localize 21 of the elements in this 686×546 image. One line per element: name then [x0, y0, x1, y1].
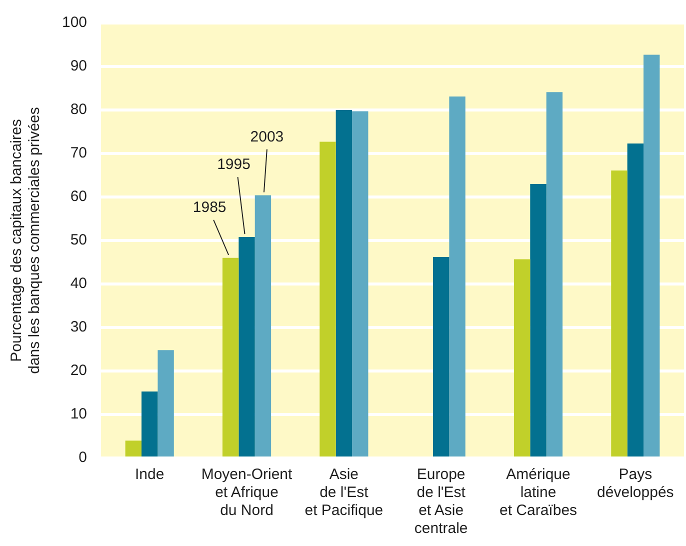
y-tick-label: 80 — [70, 101, 88, 118]
text: 1985 — [192, 199, 226, 216]
x-tick-label: Amérique latine et Caraïbes — [499, 466, 578, 520]
x-tick-label: Europe de l'Est et Asie centrale — [414, 466, 468, 538]
text: 1995 — [217, 156, 250, 174]
y-tick-label: 10 — [70, 406, 88, 423]
y-tick-label: 70 — [70, 144, 88, 162]
x-tick-label: Moyen-Orient et Afrique du Nord — [201, 466, 294, 520]
text: 2003 — [250, 128, 284, 146]
y-tick-label: 0 — [78, 449, 88, 466]
x-tick-label: Pays développés — [597, 466, 674, 502]
y-tick-label: 30 — [70, 318, 88, 336]
y-tick-label: 40 — [70, 275, 88, 292]
y-axis-title: Pourcentage des capitaux bancaires dans les banques commerciales privées — [8, 107, 44, 374]
x-tick-label: Asie de l'Est et Pacifique — [304, 466, 384, 520]
y-tick-label: 60 — [70, 188, 88, 206]
y-tick-label: 50 — [70, 232, 88, 249]
y-tick-label: 90 — [70, 58, 88, 75]
y-tick-label: 100 — [62, 14, 88, 32]
y-tick-label: 20 — [70, 362, 88, 380]
x-tick-label: Inde — [135, 466, 164, 484]
